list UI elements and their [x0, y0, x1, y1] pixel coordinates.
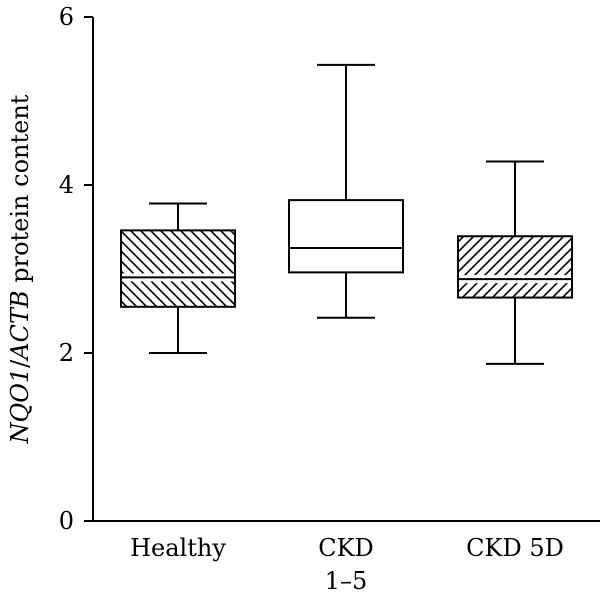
y-tick-label-6: 6	[59, 3, 74, 31]
y-axis-title: NQO1/ACTB protein content	[6, 94, 34, 444]
interquartile-box	[120, 229, 236, 308]
y-axis-title-rest: protein content	[6, 94, 34, 290]
x-category-label-line2: 1–5	[325, 567, 368, 595]
y-tick-label-2: 2	[59, 339, 74, 367]
y-axis-ticks: 0 2 4 6	[59, 3, 93, 535]
x-category-label: CKD	[318, 534, 374, 562]
y-axis-gene1: NQO1	[6, 368, 34, 445]
x-category-label: CKD 5D	[466, 534, 564, 562]
interquartile-box	[288, 199, 404, 274]
box-2	[288, 63, 404, 319]
interquartile-box	[457, 235, 573, 299]
y-tick-label-0: 0	[59, 507, 74, 535]
boxes-group	[120, 63, 573, 365]
x-category-label: Healthy	[130, 534, 226, 562]
box-3	[457, 160, 573, 365]
y-axis-separator: /	[6, 359, 34, 368]
x-axis-labels: Healthy CKD 1–5 CKD 5D	[130, 534, 564, 595]
y-tick-label-4: 4	[59, 171, 74, 199]
y-axis-gene2: ACTB	[6, 290, 34, 361]
box-1	[120, 202, 236, 354]
